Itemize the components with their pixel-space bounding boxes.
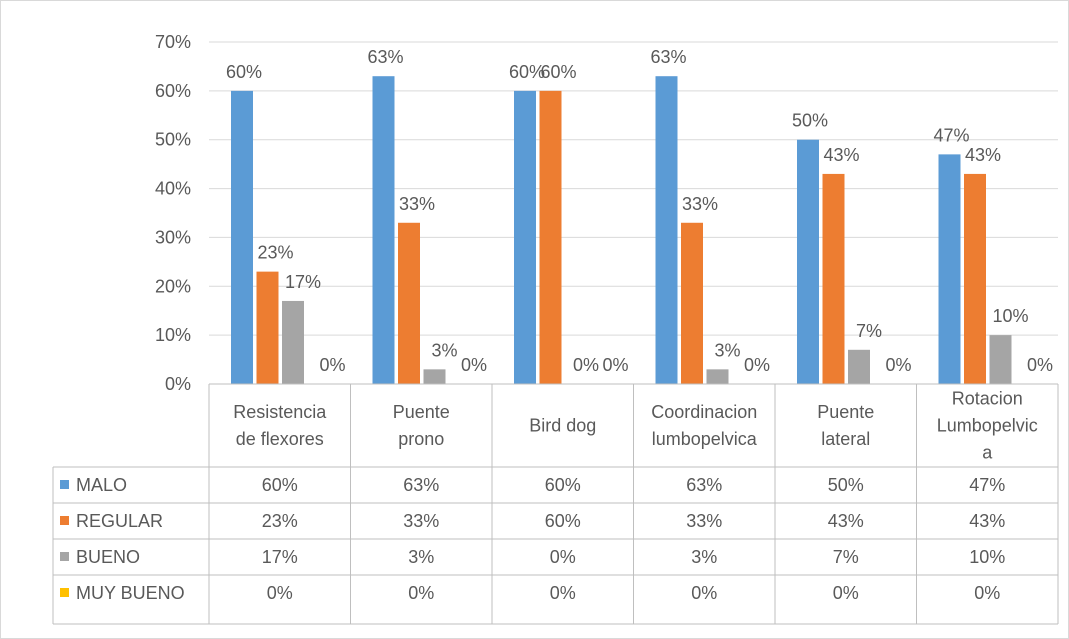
data-label: 63% [367,47,403,67]
data-label: 60% [540,62,576,82]
bar [372,76,395,384]
table-cell: 0% [267,583,293,603]
data-label: 3% [431,340,457,360]
series-name: REGULAR [76,511,163,531]
data-label: 0% [1027,355,1053,375]
category-label: Lumbopelvic [937,416,1038,436]
bar [423,369,446,384]
table-cell: 0% [974,583,1000,603]
table-cell: 0% [550,583,576,603]
data-label: 17% [285,272,321,292]
category-label: Rotacion [952,389,1023,409]
data-label: 50% [792,111,828,131]
bar [989,335,1012,384]
table-cell: 17% [262,547,298,567]
data-label: 60% [226,62,262,82]
bar [282,300,304,384]
category-label: a [982,443,993,463]
bar [539,90,562,384]
table-cell: 33% [403,511,439,531]
category-label: lateral [821,429,870,449]
table-cell: 7% [833,547,859,567]
table-cell: 50% [828,475,864,495]
category-label: Resistencia [233,402,327,422]
data-label: 10% [992,306,1028,326]
table-cell: 0% [550,547,576,567]
series-name: BUENO [76,547,140,567]
data-label: 33% [682,194,718,214]
bar [848,349,870,384]
table-cell: 23% [262,511,298,531]
table-cell: 47% [969,475,1005,495]
category-label: Puente [817,402,874,422]
bar [655,76,678,384]
y-tick-label: 60% [155,81,191,101]
bar [706,369,729,384]
data-label: 63% [650,47,686,67]
table-cell: 60% [545,475,581,495]
category-label: Bird dog [529,416,596,436]
series-name: MUY BUENO [76,583,185,603]
data-label: 0% [885,355,911,375]
series-name: MALO [76,475,127,495]
legend-key [60,480,69,489]
category-label: prono [398,429,444,449]
table-cell: 3% [691,547,717,567]
bar [822,173,845,384]
table-cell: 43% [969,511,1005,531]
data-label: 23% [257,243,293,263]
data-label: 43% [823,145,859,165]
data-label: 0% [602,355,628,375]
y-tick-label: 70% [155,32,191,52]
table-cell: 0% [833,583,859,603]
legend-key [60,516,69,525]
y-tick-label: 30% [155,227,191,247]
data-label: 0% [319,355,345,375]
table-cell: 3% [408,547,434,567]
bar [256,271,279,384]
table-cell: 0% [691,583,717,603]
data-label: 60% [509,62,545,82]
data-label: 0% [744,355,770,375]
data-label: 33% [399,194,435,214]
table-cell: 10% [969,547,1005,567]
data-label: 0% [573,355,599,375]
table-cell: 43% [828,511,864,531]
table-cell: 63% [403,475,439,495]
bar [938,154,961,384]
table-cell: 63% [686,475,722,495]
y-tick-label: 20% [155,276,191,296]
legend-key [60,552,69,561]
category-label: de flexores [236,429,324,449]
data-label: 43% [965,145,1001,165]
bar [231,90,253,384]
data-label: 0% [461,355,487,375]
bar [964,173,986,384]
bar [398,222,420,384]
category-label: Coordinacion [651,402,757,422]
bar [681,222,703,384]
table-cell: 60% [545,511,581,531]
y-tick-label: 40% [155,179,191,199]
category-label: lumbopelvica [652,429,758,449]
table-cell: 33% [686,511,722,531]
data-label: 7% [856,321,882,341]
y-tick-label: 10% [155,325,191,345]
table-cell: 60% [262,475,298,495]
data-label: 47% [933,125,969,145]
y-tick-label: 0% [165,374,191,394]
bar [514,90,536,384]
legend-key [60,588,69,597]
bar [797,139,819,384]
y-tick-label: 50% [155,130,191,150]
category-label: Puente [393,402,450,422]
table-cell: 0% [408,583,434,603]
data-label: 3% [714,340,740,360]
